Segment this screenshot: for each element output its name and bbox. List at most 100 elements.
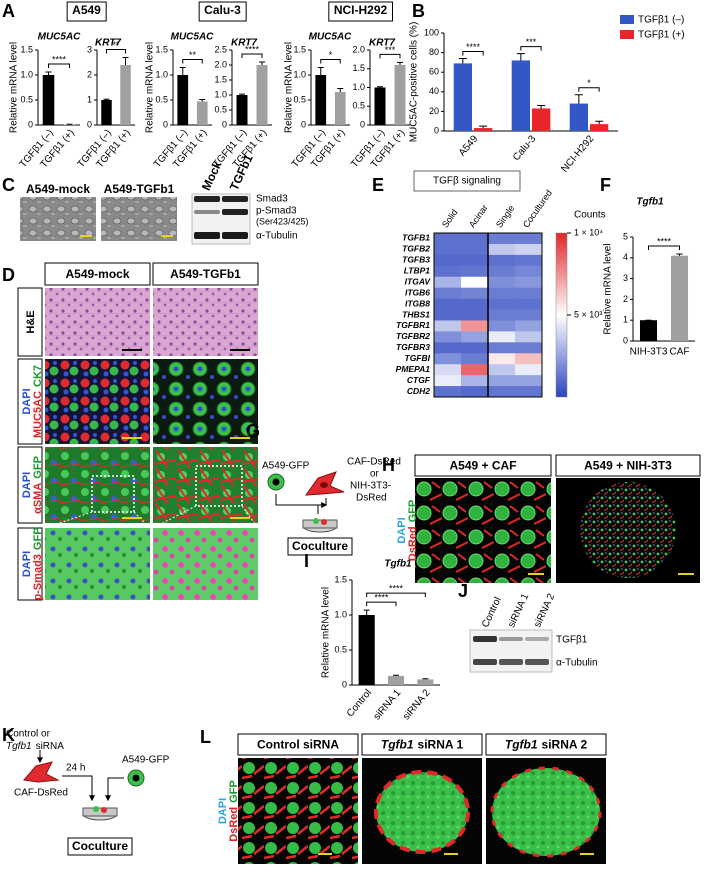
heat-cell (434, 364, 462, 376)
y-tick-label: 0 (28, 119, 33, 129)
phase-image (101, 197, 177, 241)
significance-bracket (106, 49, 126, 54)
image-title: A549-TGFb1 (104, 182, 175, 196)
fibroblast (23, 761, 60, 783)
bar (196, 101, 208, 125)
header-box (198, 1, 247, 22)
heat-cell (488, 287, 516, 299)
fluorescence-image (153, 528, 258, 600)
heat-cell (515, 298, 543, 310)
error-bar (397, 61, 403, 65)
stain-box (17, 287, 43, 357)
y-tick-label: 40 (429, 86, 439, 96)
panel-label: G (246, 421, 260, 441)
band-label: α-Tubulin (556, 658, 598, 669)
bar (358, 615, 375, 685)
column-label: Solid (440, 207, 460, 229)
bar (417, 679, 434, 685)
heat-cell (461, 309, 489, 321)
heat-cell (488, 298, 516, 310)
heat-cell (434, 276, 462, 288)
band-label: Smad3 (256, 194, 288, 205)
stain-name: GFP (32, 456, 44, 479)
heat-cell (461, 287, 489, 299)
chart-title: KRT7 (369, 38, 395, 49)
bar (120, 65, 131, 125)
heat-cell (488, 233, 516, 245)
treatment-suffix: siRNA (36, 741, 65, 752)
header-part: siRNA 2 (542, 738, 588, 752)
bar (670, 255, 689, 341)
stain-label: DAPI (21, 472, 33, 498)
stain-name: DAPI (21, 551, 33, 577)
bar (387, 675, 405, 685)
y-axis-label: Relative mRNA level (9, 42, 20, 133)
header-part: Tgfb1 (381, 738, 414, 752)
heat-cell (461, 342, 489, 354)
y-axis-label: Relative mRNA level (145, 42, 156, 133)
significance-bracket (241, 53, 263, 58)
heat-cell (461, 265, 489, 278)
image-title: A549-mock (26, 182, 90, 196)
row-label: TGFBR3 (396, 342, 430, 352)
heat-cell (488, 342, 516, 354)
significance-bracket (578, 87, 600, 92)
column-header: A549-mock (65, 267, 129, 281)
fluorescence-image (415, 478, 551, 583)
error-bar (516, 53, 525, 61)
column-header: Tgfb1 siRNA 1 (381, 738, 464, 752)
stain-box (17, 446, 43, 524)
stain-label: αSMA GFP (32, 456, 44, 514)
y-tick-label: 1 (87, 94, 92, 104)
error-bar (676, 253, 683, 256)
bar (334, 92, 346, 125)
cell (313, 518, 319, 524)
significance-label: ** (112, 40, 120, 50)
stain-label: H&E (25, 310, 37, 333)
spheroid (580, 482, 676, 578)
arrow (105, 777, 124, 802)
y-tick-label: 1 (623, 315, 628, 325)
stain-box (17, 358, 43, 445)
chart-title: MUC5AC (309, 32, 353, 43)
heat-cell (461, 353, 489, 365)
y-tick-label: 2.0 (214, 59, 227, 69)
significance-bracket (366, 592, 426, 598)
header-box (237, 733, 359, 756)
heat-cell (488, 309, 516, 321)
x-tick-label: siRNA 1 (372, 687, 404, 722)
column-label: Acinar (467, 203, 490, 230)
chart-title: TGFβ signaling (433, 176, 501, 187)
heat-cell (488, 364, 516, 376)
fluorescence-image (238, 758, 358, 864)
zoom-box (195, 465, 243, 507)
row-label: ITGB6 (405, 287, 430, 297)
stain-label: p-Smad3 GFP (32, 527, 44, 600)
row-label: TGFBR2 (396, 331, 430, 341)
heat-cell (515, 375, 543, 387)
error-bar (393, 674, 399, 676)
panel-label: A (2, 1, 15, 21)
error-bar (458, 57, 467, 64)
heat-cell (461, 298, 489, 310)
significance-bracket (520, 46, 542, 51)
y-tick-label: 100 (424, 27, 439, 37)
treatment-label: Tgfb1 siRNA (6, 741, 64, 752)
heat-cell (488, 375, 516, 387)
zoom-line (44, 505, 259, 529)
y-tick-label: 1.0 (352, 82, 365, 92)
header-box (361, 733, 483, 756)
y-tick-label: 0.5 (20, 94, 33, 104)
y-tick-label: 1.0 (155, 69, 168, 79)
cell-label: CAF-DsRed (14, 788, 68, 799)
error-bar (122, 57, 129, 65)
y-tick-label: 1.5 (334, 574, 347, 584)
y-tick-label: 0 (301, 119, 306, 129)
column-label: Cocultured (521, 188, 554, 229)
heat-cell (434, 309, 462, 321)
significance-bracket (320, 59, 341, 64)
x-tick-label: Control (345, 688, 374, 720)
y-tick-label: 5 (623, 231, 628, 241)
heat-cell (434, 375, 462, 387)
error-bar (363, 609, 370, 615)
